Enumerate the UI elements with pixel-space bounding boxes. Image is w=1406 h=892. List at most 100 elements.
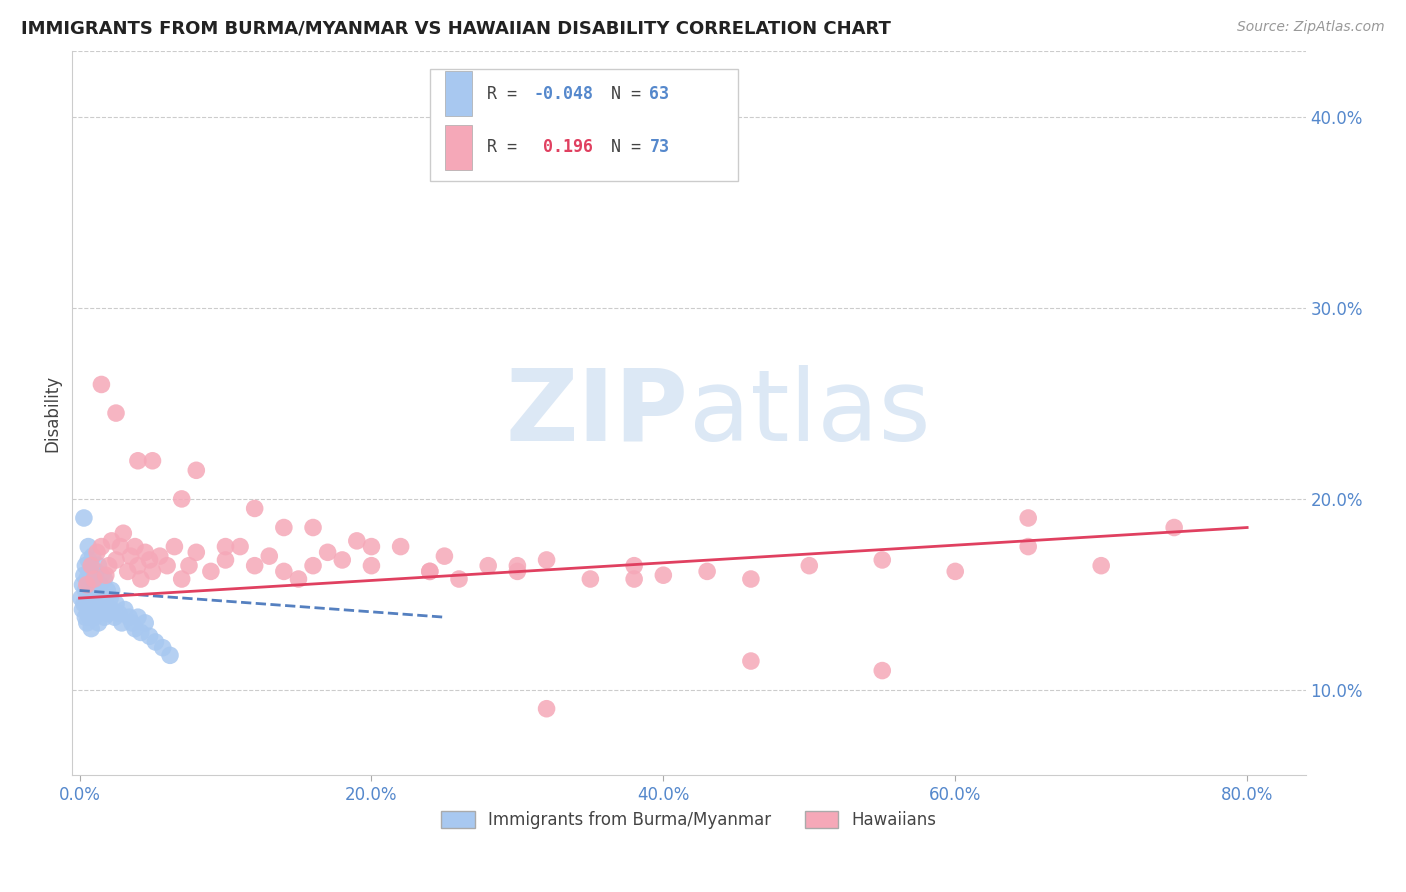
Point [108,607,131,621]
Point [1090,558,1112,573]
Point [138,553,160,567]
Point [73,511,96,525]
Point [170,491,193,506]
Point [80,583,103,598]
Point [90,377,112,392]
Y-axis label: Disability: Disability [44,375,60,451]
Point [159,648,181,663]
Point [105,597,128,611]
Point [243,558,266,573]
Point [100,533,122,548]
Point [80,622,103,636]
Point [127,454,149,468]
Point [273,565,295,579]
Point [579,572,602,586]
Point [105,553,128,567]
Point [1017,511,1039,525]
Point [79,591,101,606]
Point [740,654,762,668]
Point [287,572,309,586]
Point [93,610,115,624]
Point [98,591,121,606]
Point [273,520,295,534]
Point [152,640,174,655]
Point [87,558,110,573]
Point [302,558,325,573]
Point [799,558,821,573]
Point [127,558,149,573]
Point [86,545,108,559]
Text: 63: 63 [650,85,669,103]
Text: N =: N = [592,85,651,103]
Point [75,558,97,573]
Point [103,610,125,624]
Point [346,533,368,548]
Point [740,572,762,586]
Point [316,545,339,559]
Point [200,565,222,579]
Point [127,610,149,624]
Point [149,549,172,563]
Point [302,520,325,534]
Point [419,565,441,579]
Point [86,607,108,621]
Point [243,501,266,516]
Text: ZIP: ZIP [506,365,689,461]
Point [84,565,107,579]
Point [76,578,98,592]
Point [141,565,163,579]
Point [75,610,97,624]
Text: R =: R = [486,138,527,156]
Point [536,553,558,567]
Point [97,607,120,621]
Point [214,540,236,554]
Point [170,572,193,586]
Point [90,568,112,582]
Point [121,615,143,630]
Point [72,578,94,592]
Point [145,635,167,649]
Point [79,565,101,579]
Point [82,572,104,586]
Point [100,602,122,616]
Point [75,583,97,598]
Point [447,572,470,586]
Point [117,565,139,579]
Text: 73: 73 [650,138,669,156]
Point [82,549,104,563]
Point [82,602,104,616]
Point [76,615,98,630]
Point [360,558,382,573]
Point [120,549,142,563]
Point [118,610,141,624]
Point [83,572,105,586]
Point [330,553,353,567]
Point [76,572,98,586]
Text: atlas: atlas [689,365,931,461]
Point [100,583,122,598]
Point [93,572,115,586]
Point [79,610,101,624]
Point [80,597,103,611]
Point [94,597,117,611]
Point [87,615,110,630]
Point [73,597,96,611]
Point [124,540,146,554]
Point [156,558,179,573]
Point [506,565,529,579]
Point [83,610,105,624]
Point [80,558,103,573]
Point [696,565,718,579]
Text: -0.048: -0.048 [533,85,593,103]
Point [943,565,966,579]
Point [83,578,105,592]
Point [360,540,382,554]
Point [124,622,146,636]
Point [419,565,441,579]
Point [1017,540,1039,554]
Point [623,572,645,586]
Point [87,591,110,606]
Point [105,406,128,420]
Point [141,454,163,468]
Point [506,558,529,573]
